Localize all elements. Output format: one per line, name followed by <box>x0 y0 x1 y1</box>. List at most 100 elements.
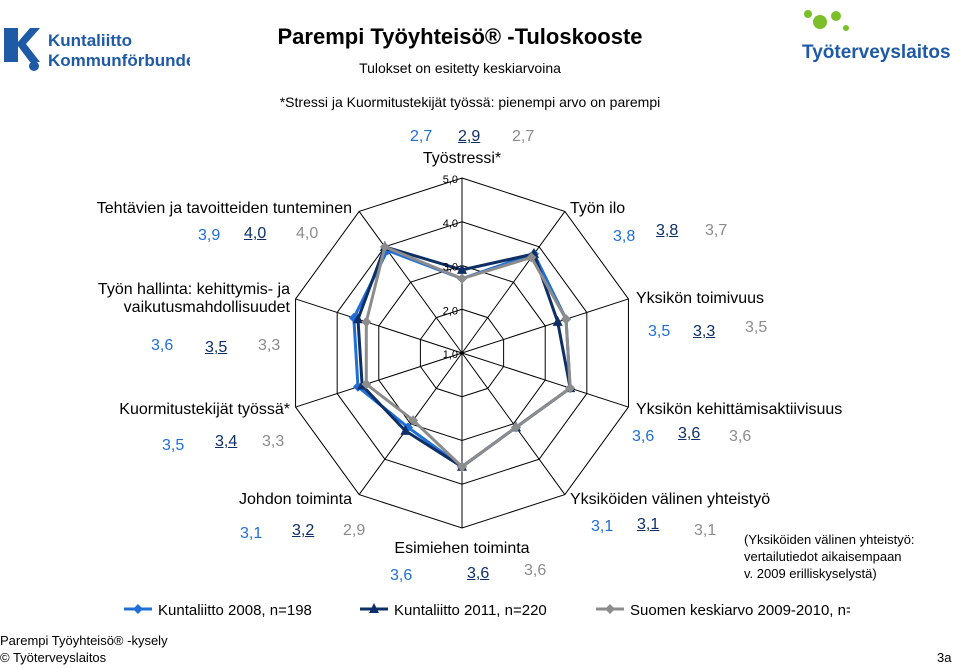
radar-series <box>348 240 576 472</box>
legend-label: Kuntaliitto 2011, n=220 <box>394 602 547 619</box>
category-label: Yksiköiden välinen yhteistyö <box>570 491 830 509</box>
logo-left-line2: Kommunförbundet <box>48 51 190 70</box>
value-label: 3,6 <box>729 428 752 445</box>
value-label: 3,5 <box>205 339 228 356</box>
series-line <box>364 244 572 469</box>
value-label: 3,9 <box>198 227 221 244</box>
category-label-line: Työstressi* <box>422 150 502 167</box>
category-label: Johdon toiminta <box>152 491 352 509</box>
legend-label: Suomen keskiarvo 2009-2010, n=16 736 <box>630 602 850 619</box>
stress-note: *Stressi ja Kuormitustekijät työssä: pie… <box>279 94 661 110</box>
value-label: 3,7 <box>705 222 728 239</box>
value-label: 3,1 <box>240 525 263 542</box>
radar-ticks: 1,0 2,0 3,0 4,0 5,0 <box>443 174 458 361</box>
value-label: 2,9 <box>458 128 481 145</box>
category-label: Tehtävien ja tavoitteiden tunteminen <box>32 200 352 218</box>
tyoterveyslaitos-logo-mark: Työterveyslaitos <box>802 10 951 63</box>
grid-spoke <box>461 352 566 495</box>
value-label: 2,9 <box>343 522 366 539</box>
footer-copyright: © Työterveyslaitos <box>0 650 107 665</box>
radial-tick-label: 5,0 <box>443 174 458 186</box>
category-label-line: Yksikön kehittämisaktiivisuus <box>636 401 843 418</box>
logo-left-line1: Kuntaliitto <box>48 31 132 50</box>
category-label: Työstressi* <box>362 150 562 168</box>
category-label-line: Esimiehen toiminta <box>394 540 530 557</box>
category-label: Yksikön kehittämisaktiivisuus <box>636 401 936 419</box>
value-label: 3,3 <box>258 337 281 354</box>
legend-item: Kuntaliitto 2011, n=220 <box>360 602 547 619</box>
radial-tick-label: 4,0 <box>443 218 458 230</box>
category-label: Kuormitustekijät työssä* <box>60 401 290 419</box>
series-point <box>361 316 372 327</box>
value-label: 3,6 <box>151 337 174 354</box>
value-label: 3,1 <box>694 522 717 539</box>
category-label: Yksikön toimivuus <box>636 290 886 308</box>
grid-spoke <box>461 211 566 354</box>
grid-spoke <box>358 352 463 495</box>
series-point <box>361 379 372 390</box>
category-label-line: Yksikön toimivuus <box>636 290 765 307</box>
value-label: 3,2 <box>292 522 315 539</box>
tyoterveyslaitos-logo: Työterveyslaitos <box>790 6 955 66</box>
grid-spoke <box>295 298 463 354</box>
category-label: Työn ilo <box>570 200 770 218</box>
side-note: (Yksiköiden välinen yhteistyö: vertailut… <box>744 531 915 582</box>
category-label-line: Työn hallinta: kehittymis- ja <box>97 281 290 298</box>
value-label: 3,5 <box>745 319 768 336</box>
value-label: 4,0 <box>296 225 319 242</box>
value-label: 2,7 <box>410 128 433 145</box>
series-point <box>457 461 467 472</box>
page-number: 3a <box>937 650 952 665</box>
series-point <box>457 263 467 274</box>
kuntaliitto-logo: Kuntaliitto Kommunförbundet <box>0 22 201 74</box>
value-label: 3,1 <box>591 518 614 535</box>
series-point <box>561 314 572 325</box>
value-label: 2,7 <box>512 128 535 145</box>
series-3 <box>361 241 576 472</box>
series-point <box>565 383 576 394</box>
legend-marker <box>133 604 143 614</box>
value-label: 3,3 <box>262 433 285 450</box>
value-label: 4,0 <box>244 225 267 242</box>
legend-item: Kuntaliitto 2008, n=198 <box>124 602 312 619</box>
category-label: Työn hallinta: kehittymis- ja vaikutusmah… <box>30 281 290 317</box>
side-note-line-2: vertailutiedot aikaisempaan <box>744 549 902 564</box>
legend-marker <box>605 604 615 614</box>
value-label: 3,6 <box>390 567 413 584</box>
category-label-line: Tehtävien ja tavoitteiden tunteminen <box>96 200 352 217</box>
grid-spoke <box>295 352 463 408</box>
legend-item: Suomen keskiarvo 2009-2010, n=16 736 <box>596 602 850 619</box>
page-subtitle: Tulokset on esitetty keskiarvoina <box>359 60 561 76</box>
grid-spoke <box>461 298 629 354</box>
legend-marker <box>369 603 379 613</box>
series-point <box>400 424 411 435</box>
category-label-line: Työn ilo <box>570 200 626 217</box>
category-label-line: Yksiköiden välinen yhteistyö <box>570 491 771 508</box>
series-point <box>511 422 522 433</box>
side-note-line-3: v. 2009 erilliskyselystä) <box>744 566 877 581</box>
value-label: 3,6 <box>467 565 490 582</box>
category-label-line: Kuormitustekijät työssä* <box>119 401 290 418</box>
series-point <box>457 273 467 284</box>
grid-spoke <box>358 211 463 354</box>
chart-legend: Kuntaliitto 2008, n=198 Kuntaliitto 2011,… <box>124 602 850 619</box>
legend-label: Kuntaliitto 2008, n=198 <box>158 602 312 619</box>
series-point <box>352 313 363 324</box>
value-label: 3,6 <box>678 425 701 442</box>
grid-spoke <box>461 352 629 408</box>
footer-survey: Parempi Työyhteisö® -kysely <box>0 633 168 648</box>
radial-tick-label: 3,0 <box>443 262 458 274</box>
value-label: 3,6 <box>524 562 547 579</box>
category-label: Esimiehen toiminta <box>362 540 562 558</box>
series-point <box>379 241 390 252</box>
radial-tick-label: 2,0 <box>443 305 458 317</box>
logo-right-text: Työterveyslaitos <box>802 42 951 63</box>
value-label: 3,1 <box>637 516 660 533</box>
series-point <box>408 415 419 426</box>
value-label: 3,3 <box>693 323 716 340</box>
value-label: 3,5 <box>648 323 671 340</box>
category-label-line: vaikutusmahdollisuudet <box>123 299 290 316</box>
radar-grid <box>295 177 629 529</box>
